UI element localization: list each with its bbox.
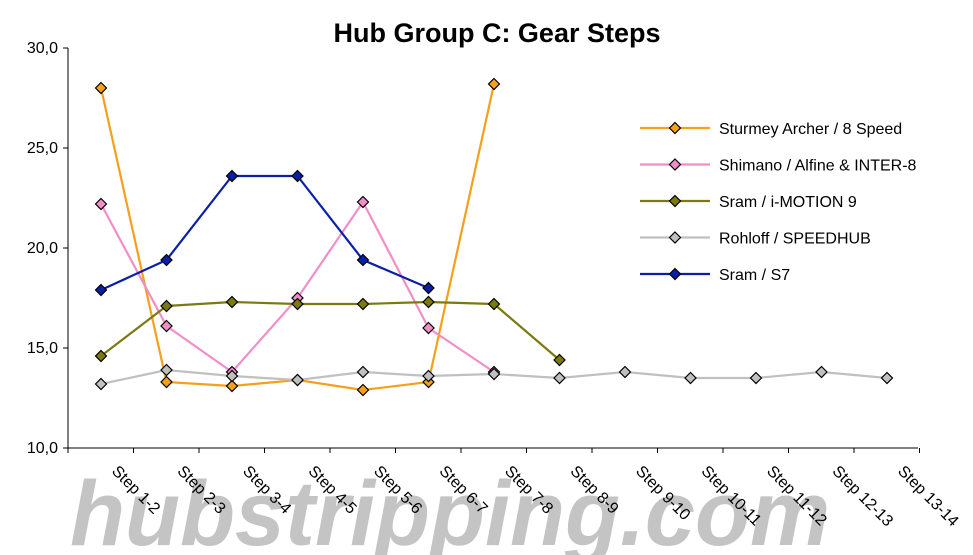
legend-label: Shimano / Alfine & INTER-8 xyxy=(719,158,917,175)
y-tick-label: 10,0 xyxy=(27,440,58,457)
data-point xyxy=(291,169,304,183)
data-point xyxy=(618,365,632,379)
legend-item: Sturmey Archer / 8 Speed xyxy=(640,121,902,138)
legend-item: Sram / S7 xyxy=(640,267,790,284)
data-point xyxy=(225,169,239,183)
y-tick-label: 30,0 xyxy=(27,40,58,57)
data-point xyxy=(487,297,501,311)
data-point xyxy=(160,253,173,267)
legend-label: Sram / S7 xyxy=(719,267,790,284)
series-line xyxy=(100,200,495,374)
data-point xyxy=(815,365,828,379)
data-point xyxy=(422,295,435,309)
series-group xyxy=(94,363,894,391)
data-point xyxy=(356,195,370,209)
data-point xyxy=(422,321,435,335)
legend-marker xyxy=(668,267,682,281)
chart-title: Hub Group C: Gear Steps xyxy=(333,18,660,48)
data-point xyxy=(684,371,697,385)
legend-item: Sram / i-MOTION 9 xyxy=(640,194,857,211)
watermark-text: hubstripping.com xyxy=(70,463,830,555)
series-line xyxy=(100,300,561,361)
data-point xyxy=(94,377,108,391)
data-point xyxy=(291,297,304,311)
data-point xyxy=(422,369,435,383)
data-point xyxy=(356,253,370,267)
data-point xyxy=(160,299,173,313)
series-layer xyxy=(94,77,894,397)
legend-marker xyxy=(668,158,682,171)
data-point xyxy=(225,295,239,309)
series-line xyxy=(100,174,429,292)
y-tick-label: 25,0 xyxy=(27,140,58,157)
y-tick-label: 20,0 xyxy=(27,240,58,257)
legend-label: Sturmey Archer / 8 Speed xyxy=(719,121,902,138)
data-point xyxy=(356,365,370,379)
data-point xyxy=(160,363,173,377)
legend-marker xyxy=(668,231,682,244)
data-point xyxy=(487,367,501,381)
data-point xyxy=(356,383,370,397)
legend-label: Rohloff / SPEEDHUB xyxy=(719,231,871,248)
series-group xyxy=(94,195,501,379)
data-point xyxy=(94,197,108,211)
series-line xyxy=(99,83,496,392)
legend-marker xyxy=(668,194,682,208)
data-point xyxy=(94,349,108,363)
data-point xyxy=(487,77,501,91)
data-point xyxy=(553,371,566,385)
data-point xyxy=(94,81,108,95)
series-group xyxy=(94,169,435,297)
x-tick-label: Step 13-14 xyxy=(894,463,961,530)
legend-label: Sram / i-MOTION 9 xyxy=(719,194,857,211)
legend-item: Shimano / Alfine & INTER-8 xyxy=(640,158,917,175)
data-point xyxy=(291,373,304,387)
data-point xyxy=(225,369,239,383)
data-point xyxy=(94,283,108,297)
x-tick-label: Step 12-13 xyxy=(829,463,896,530)
data-point xyxy=(422,281,435,295)
series-group xyxy=(94,295,566,367)
data-point xyxy=(880,371,894,385)
legend: Sturmey Archer / 8 Speed Shimano / Alfine… xyxy=(640,121,917,284)
series-group xyxy=(94,77,501,397)
legend-marker xyxy=(668,121,682,135)
data-point xyxy=(553,353,566,367)
legend-item: Rohloff / SPEEDHUB xyxy=(640,231,871,248)
data-point xyxy=(160,319,173,333)
data-point xyxy=(160,375,173,389)
data-point xyxy=(749,371,763,385)
data-point xyxy=(356,297,370,311)
y-tick-label: 15,0 xyxy=(27,340,58,357)
data-point xyxy=(225,379,239,393)
